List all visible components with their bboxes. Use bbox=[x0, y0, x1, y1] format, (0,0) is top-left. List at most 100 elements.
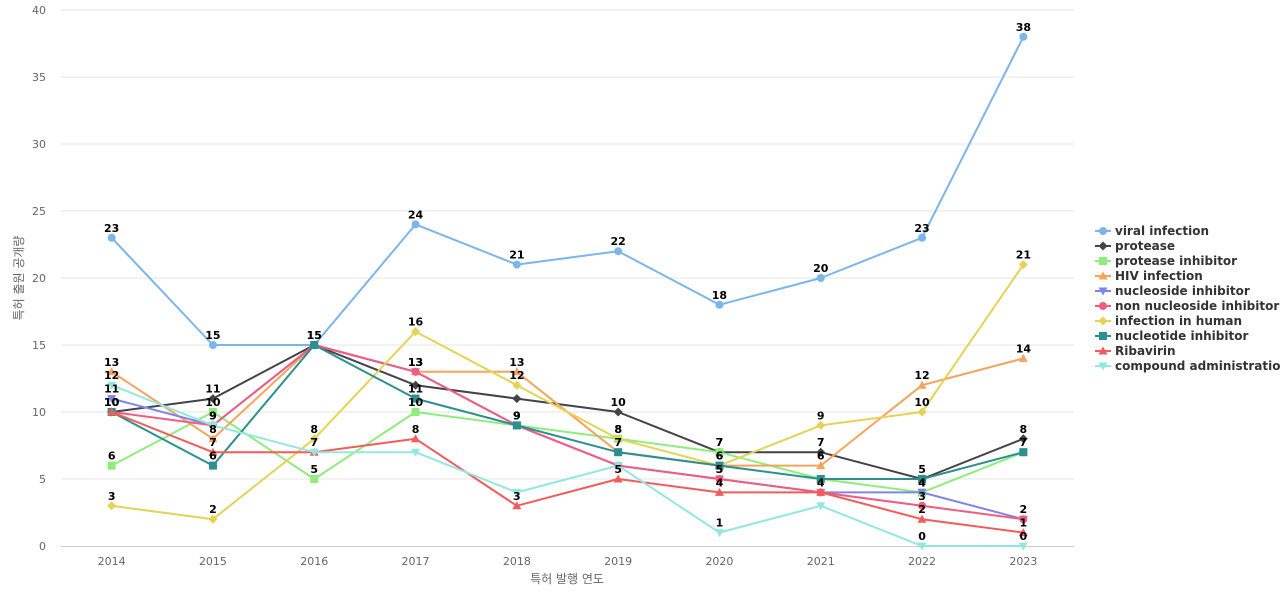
legend-label: nucleotide inhibitor bbox=[1115, 329, 1248, 343]
legend-swatch-marker bbox=[1099, 227, 1107, 235]
legend-swatch-marker bbox=[1098, 287, 1108, 296]
series-infection-in-human bbox=[107, 260, 1028, 524]
data-label-ribavirin: 4 bbox=[817, 476, 825, 489]
data-label-protease-inhibitor: 4 bbox=[918, 476, 926, 489]
x-tick-label: 2015 bbox=[199, 555, 227, 568]
data-point-nucleotide-inhibitor bbox=[918, 475, 927, 483]
data-label-nucleoside-inhibitor: 13 bbox=[408, 356, 423, 369]
data-label-nucleotide-inhibitor: 5 bbox=[918, 463, 926, 476]
data-point-ribavirin bbox=[208, 447, 218, 456]
data-point-nucleoside-inhibitor bbox=[917, 488, 927, 497]
x-tick-label: 2021 bbox=[807, 555, 835, 568]
data-label-compound-administration: 12 bbox=[104, 369, 119, 382]
data-label-protease-inhibitor: 10 bbox=[408, 396, 424, 409]
legend-swatch-marker bbox=[1098, 241, 1108, 251]
data-label-non-nucleoside-inhibitor: 9 bbox=[513, 409, 521, 422]
data-label-infection-in-human: 12 bbox=[509, 369, 524, 382]
data-point-hiv-infection bbox=[1018, 353, 1028, 362]
data-point-protease bbox=[411, 380, 421, 390]
data-label-protease: 7 bbox=[716, 436, 724, 449]
legend-item-ribavirin[interactable]: Ribavirin bbox=[1095, 344, 1176, 358]
data-point-nucleotide-inhibitor bbox=[411, 394, 420, 403]
data-label-compound-administration: 0 bbox=[1020, 530, 1028, 543]
data-point-non-nucleoside-inhibitor bbox=[411, 367, 420, 376]
data-point-viral-infection bbox=[208, 341, 217, 349]
data-label-viral-infection: 15 bbox=[307, 329, 322, 342]
x-tick-label: 2022 bbox=[908, 555, 936, 568]
data-label-hiv-infection: 15 bbox=[307, 329, 322, 342]
data-point-hiv-infection bbox=[816, 461, 826, 470]
legend-item-protease-inhibitor[interactable]: protease inhibitor bbox=[1095, 254, 1237, 268]
data-point-compound-administration bbox=[816, 502, 826, 511]
data-label-nucleoside-inhibitor: 5 bbox=[716, 463, 724, 476]
y-tick-label: 0 bbox=[39, 540, 46, 553]
data-label-infection-in-human: 2 bbox=[209, 503, 217, 516]
data-label-hiv-infection: 13 bbox=[509, 356, 524, 369]
data-point-ribavirin bbox=[714, 487, 724, 496]
data-label-viral-infection: 38 bbox=[1016, 21, 1031, 34]
data-label-infection-in-human: 6 bbox=[716, 450, 724, 463]
legend-item-hiv-infection[interactable]: HIV infection bbox=[1095, 269, 1203, 283]
data-point-infection-in-human bbox=[613, 434, 623, 444]
series-line-protease bbox=[110, 344, 1025, 480]
data-point-infection-in-human bbox=[1018, 260, 1028, 270]
data-label-ribavirin: 3 bbox=[513, 490, 521, 503]
data-label-infection-in-human: 21 bbox=[1016, 249, 1031, 262]
y-axis-title: 특허 출원 공개량 bbox=[12, 236, 26, 321]
legend-swatch-marker bbox=[1098, 316, 1108, 326]
data-point-compound-administration bbox=[107, 381, 117, 390]
data-label-viral-infection: 24 bbox=[408, 208, 424, 221]
data-point-hiv-infection bbox=[107, 367, 117, 376]
data-label-nucleotide-inhibitor: 6 bbox=[209, 450, 217, 463]
data-point-hiv-infection bbox=[512, 367, 522, 376]
series-line-ribavirin bbox=[110, 411, 1025, 534]
data-label-non-nucleoside-inhibitor: 13 bbox=[408, 356, 423, 369]
data-point-viral-infection bbox=[411, 220, 420, 229]
legend-item-non-nucleoside-inhibitor[interactable]: non nucleoside inhibitor bbox=[1095, 299, 1279, 313]
y-tick-label: 40 bbox=[32, 4, 46, 17]
x-tick-label: 2018 bbox=[503, 555, 531, 568]
legend-item-viral-infection[interactable]: viral infection bbox=[1095, 224, 1209, 238]
legend-item-compound-administration[interactable]: compound administration bbox=[1095, 359, 1280, 373]
legend-item-nucleoside-inhibitor[interactable]: nucleoside inhibitor bbox=[1095, 284, 1250, 298]
data-point-infection-in-human bbox=[816, 420, 826, 430]
data-point-nucleoside-inhibitor bbox=[107, 395, 117, 404]
y-tick-label: 5 bbox=[39, 473, 46, 486]
data-label-infection-in-human: 16 bbox=[408, 316, 424, 329]
data-point-compound-administration bbox=[714, 529, 724, 538]
data-point-infection-in-human bbox=[208, 514, 218, 524]
y-tick-label: 15 bbox=[32, 339, 46, 352]
data-point-viral-infection bbox=[1019, 32, 1028, 41]
data-label-ribavirin: 7 bbox=[310, 436, 318, 449]
legend-swatch-marker bbox=[1098, 362, 1108, 371]
legend-label: viral infection bbox=[1115, 224, 1209, 238]
legend-label: infection in human bbox=[1115, 314, 1242, 328]
data-point-compound-administration bbox=[1018, 542, 1028, 551]
data-label-nucleotide-inhibitor: 9 bbox=[513, 409, 521, 422]
data-label-protease-inhibitor: 7 bbox=[1020, 436, 1028, 449]
data-point-protease-inhibitor bbox=[107, 461, 116, 470]
data-label-protease: 10 bbox=[610, 396, 626, 409]
y-tick-label: 25 bbox=[32, 205, 46, 218]
legend-label: non nucleoside inhibitor bbox=[1115, 299, 1279, 313]
legend-label: HIV infection bbox=[1115, 269, 1203, 283]
data-label-infection-in-human: 3 bbox=[108, 490, 116, 503]
data-label-viral-infection: 23 bbox=[104, 222, 119, 235]
legend-item-infection-in-human[interactable]: infection in human bbox=[1095, 314, 1242, 328]
data-point-protease bbox=[816, 447, 826, 457]
data-point-protease-inhibitor bbox=[411, 408, 420, 416]
data-label-ribavirin: 7 bbox=[209, 436, 217, 449]
data-label-ribavirin: 8 bbox=[412, 423, 420, 436]
series-line-viral-infection bbox=[110, 35, 1025, 346]
legend-item-nucleotide-inhibitor[interactable]: nucleotide inhibitor bbox=[1095, 329, 1248, 343]
data-label-infection-in-human: 8 bbox=[310, 423, 318, 436]
x-tick-label: 2023 bbox=[1009, 555, 1037, 568]
data-label-compound-administration: 0 bbox=[918, 530, 926, 543]
data-label-non-nucleoside-inhibitor: 5 bbox=[716, 463, 724, 476]
data-label-infection-in-human: 10 bbox=[914, 396, 930, 409]
data-label-viral-infection: 22 bbox=[610, 235, 625, 248]
legend-item-protease[interactable]: protease bbox=[1095, 239, 1175, 253]
data-label-ribavirin: 5 bbox=[614, 463, 622, 476]
